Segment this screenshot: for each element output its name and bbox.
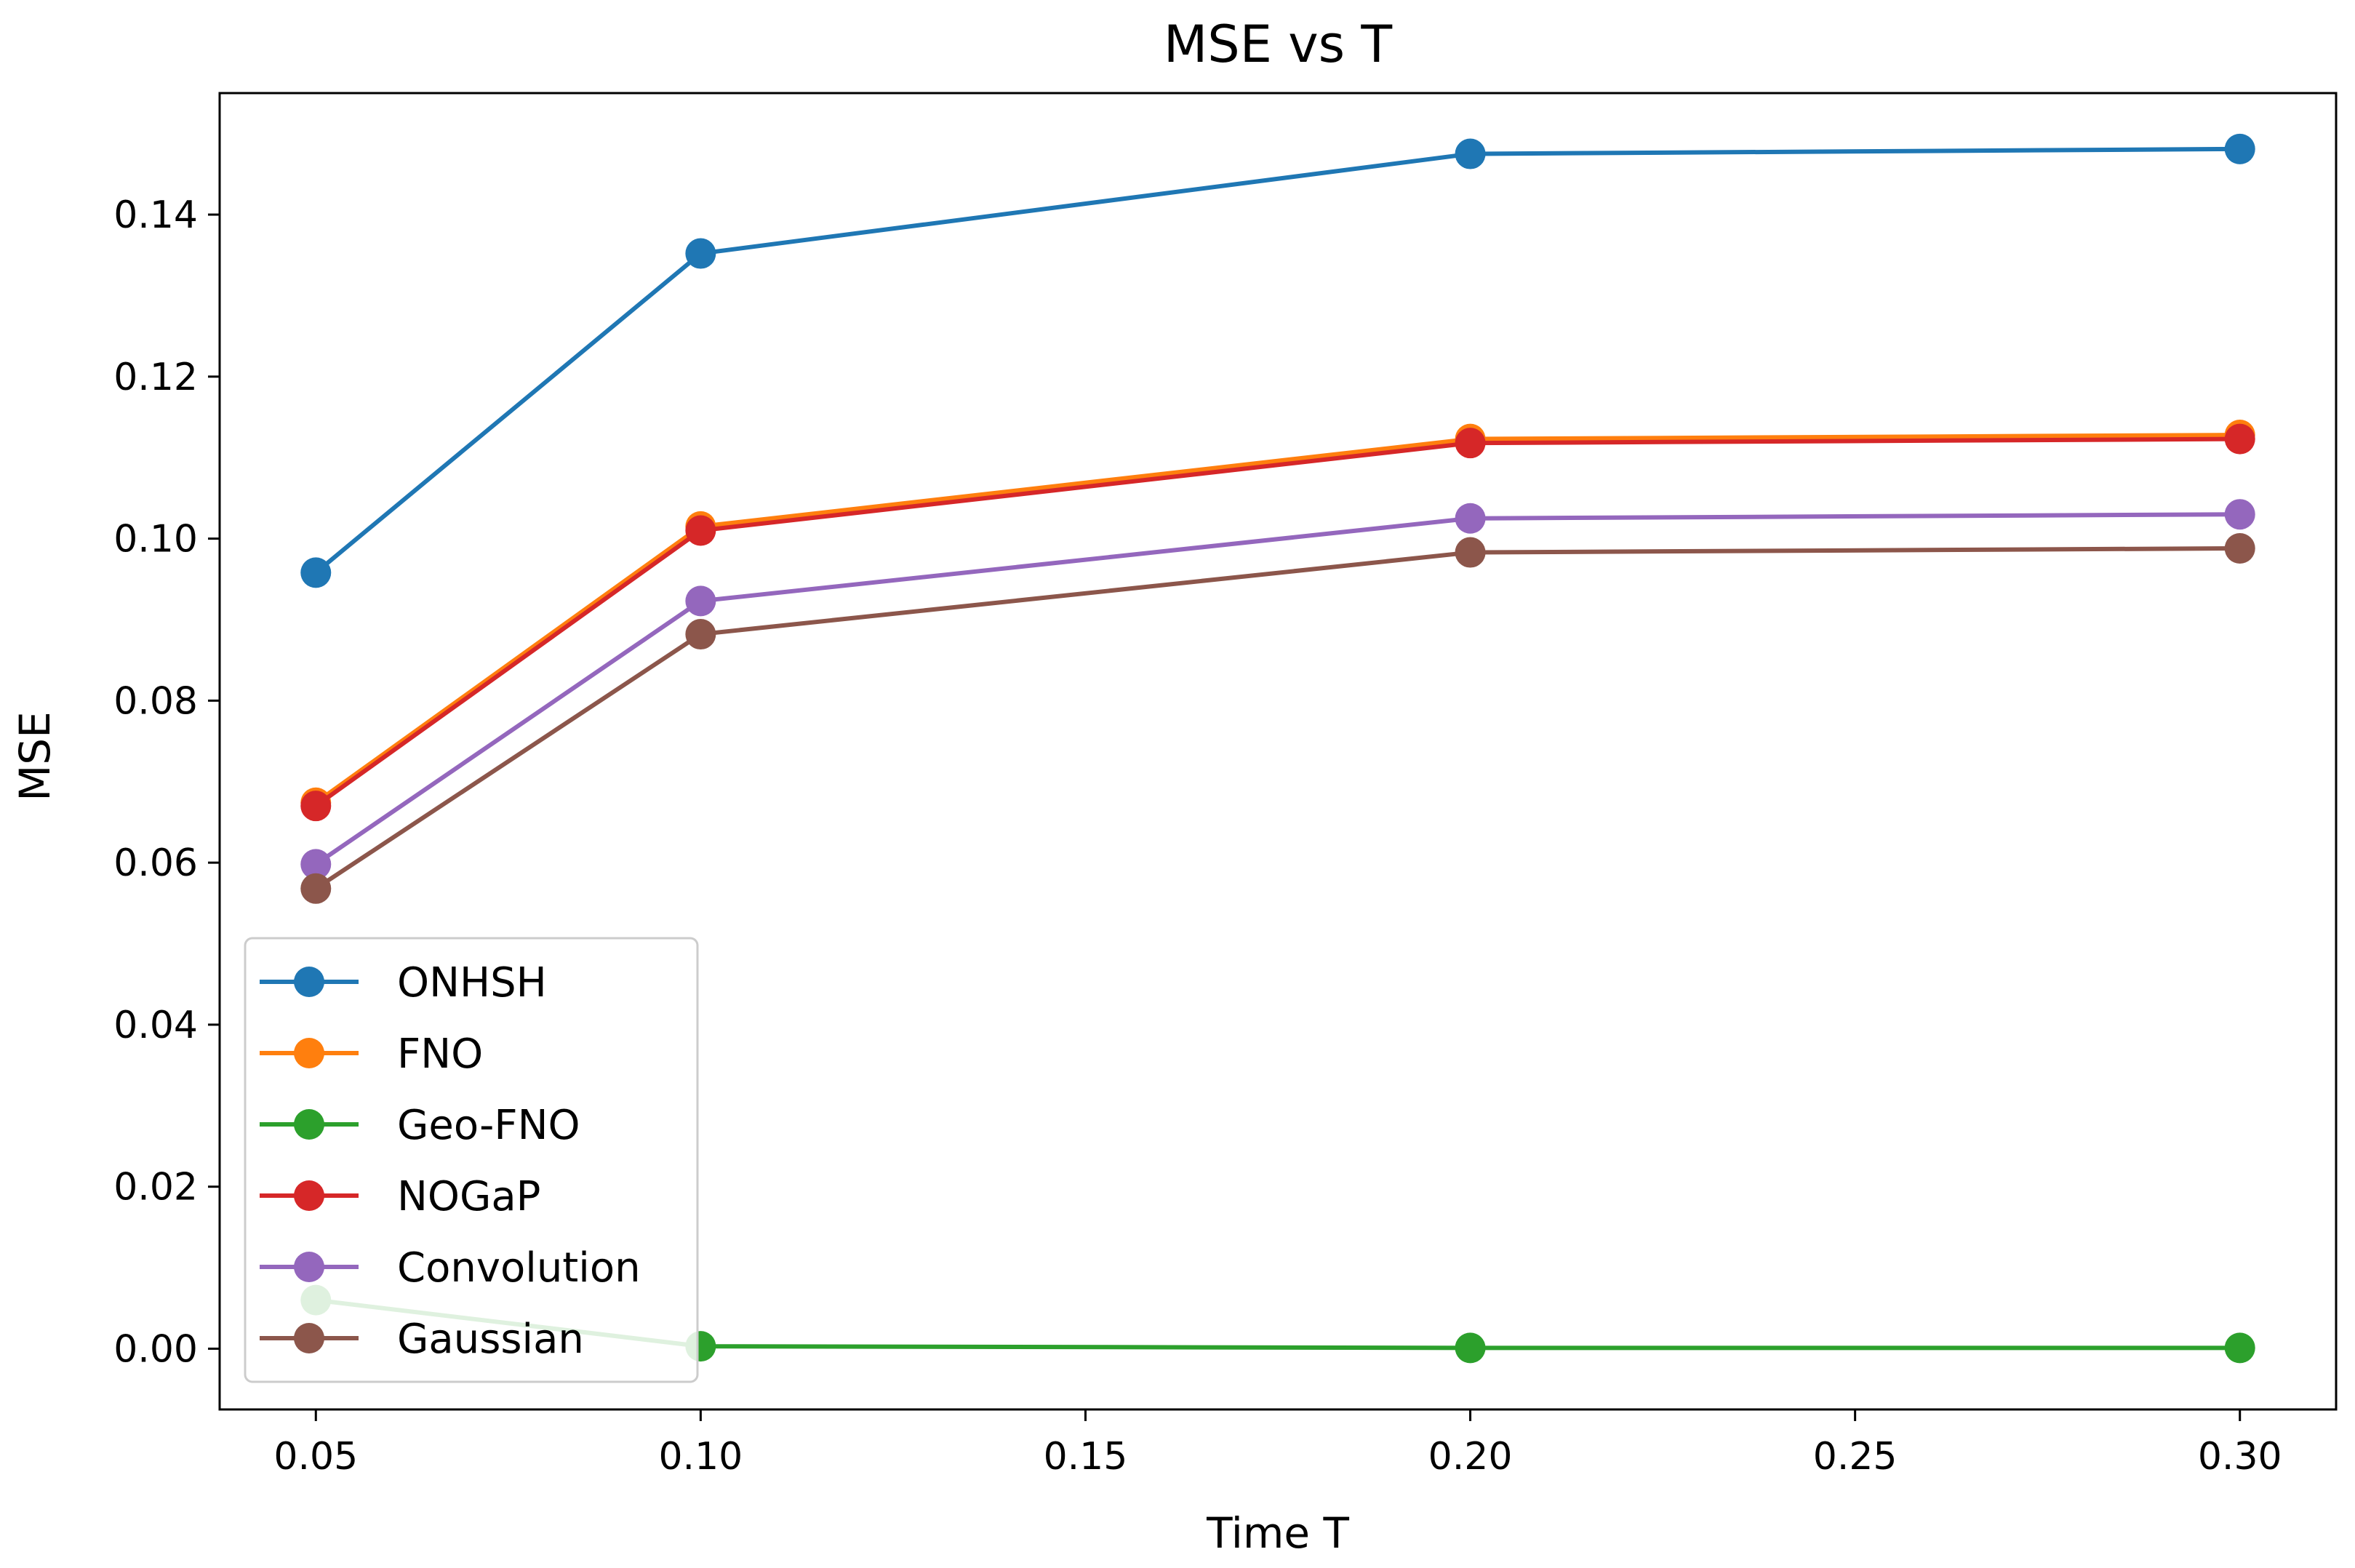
data-point-onhsh <box>685 238 716 269</box>
x-tick-label: 0.20 <box>1428 1435 1513 1479</box>
data-point-gaussian <box>685 619 716 650</box>
legend-label: FNO <box>397 1031 483 1078</box>
data-point-convolution <box>1455 503 1486 534</box>
data-point-onhsh <box>300 557 332 588</box>
data-point-gaussian <box>300 873 332 904</box>
x-tick-label: 0.05 <box>273 1435 358 1479</box>
legend-entry-geo-fno: Geo-FNO <box>260 1102 580 1149</box>
legend: ONHSH FNO Geo-FNO NOGaP Convolution Gaussian <box>244 937 699 1383</box>
legend-label: Geo-FNO <box>397 1102 580 1149</box>
series-line-onhsh <box>314 146 2240 575</box>
legend-marker <box>294 1180 324 1211</box>
x-tick-label: 0.25 <box>1813 1435 1898 1479</box>
data-point-gaussian <box>2224 532 2255 564</box>
plot-area: 0.05 0.10 0.15 0.20 0.25 0.30 0.000.020.040.0… <box>113 92 2338 1479</box>
y-tick-label: 0.14 <box>113 193 198 237</box>
legend-marker <box>294 1252 324 1282</box>
x-tick-label: 0.15 <box>1044 1435 1128 1479</box>
y-tick-label: 0.04 <box>113 1004 198 1047</box>
data-point-onhsh <box>2224 133 2255 164</box>
legend-label: Gaussian <box>397 1316 584 1363</box>
data-point-geo-fno <box>2224 1332 2255 1364</box>
data-point-nogap <box>300 791 332 822</box>
legend-entry-nogap: NOGaP <box>260 1173 540 1220</box>
data-point-gaussian <box>1455 537 1486 568</box>
x-axis-ticks: 0.05 0.10 0.15 0.20 0.25 0.30 <box>273 1409 2282 1479</box>
legend-marker <box>294 967 324 997</box>
legend-entries: ONHSH FNO Geo-FNO NOGaP Convolution Gaussian <box>260 959 641 1363</box>
series-lines <box>300 133 2255 1364</box>
x-axis-label: Time T <box>1206 1508 1349 1558</box>
y-tick-label: 0.00 <box>113 1327 198 1371</box>
data-point-convolution <box>685 585 716 617</box>
legend-entry-onhsh: ONHSH <box>260 959 547 1007</box>
data-point-convolution <box>2224 499 2255 530</box>
legend-marker <box>294 1038 324 1068</box>
series-line-gaussian <box>314 545 2240 891</box>
data-point-nogap <box>1455 428 1486 459</box>
legend-label: NOGaP <box>397 1173 540 1220</box>
y-tick-label: 0.12 <box>113 356 198 399</box>
y-axis-ticks: 0.00 0.02 0.04 0.06 0.08 0.10 0.12 0.14 <box>113 193 220 1371</box>
x-tick-label: 0.10 <box>658 1435 743 1479</box>
chart-title: MSE vs T <box>1164 15 1392 74</box>
data-point-geo-fno <box>1455 1332 1486 1364</box>
series-gaussian <box>300 532 2255 904</box>
series-line-convolution <box>314 512 2240 866</box>
series-onhsh <box>300 133 2255 588</box>
plot-frame <box>218 92 2338 1411</box>
data-point-nogap <box>685 515 716 546</box>
y-tick-label: 0.08 <box>113 679 198 723</box>
data-point-nogap <box>2224 423 2255 455</box>
legend-marker <box>294 1323 324 1353</box>
y-tick-label: 0.10 <box>113 518 198 561</box>
x-tick-label: 0.30 <box>2198 1435 2282 1479</box>
series-nogap <box>300 423 2255 822</box>
series-line-nogap <box>314 436 2240 808</box>
legend-entry-gaussian: Gaussian <box>260 1316 584 1363</box>
data-point-onhsh <box>1455 138 1486 169</box>
legend-entry-fno: FNO <box>260 1031 483 1078</box>
legend-label: ONHSH <box>397 959 547 1007</box>
y-axis-label: MSE <box>10 711 60 801</box>
legend-label: Convolution <box>397 1244 641 1292</box>
series-convolution <box>300 499 2255 880</box>
legend-box <box>244 937 699 1383</box>
data-point-convolution <box>300 849 332 880</box>
legend-entry-convolution: Convolution <box>260 1244 641 1292</box>
legend-marker <box>294 1109 324 1140</box>
y-tick-label: 0.02 <box>113 1166 198 1209</box>
y-tick-label: 0.06 <box>113 841 198 885</box>
series-line-fno <box>314 433 2240 805</box>
